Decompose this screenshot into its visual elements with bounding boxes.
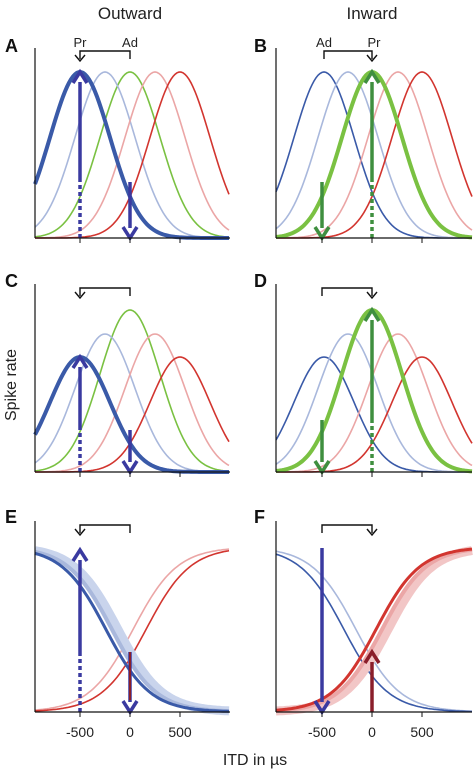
curve-pink-rising <box>275 547 473 713</box>
curve-pink-rising <box>34 548 230 711</box>
x-tick-left-neg500: -500 <box>66 724 94 740</box>
curve-light-blue <box>34 333 229 473</box>
curve-green <box>34 309 230 473</box>
axes-b <box>275 48 472 243</box>
curve-pink <box>275 71 473 239</box>
panel-letter-d: D <box>254 271 267 291</box>
bracket-arrowhead <box>366 54 378 63</box>
arrow-up-head <box>363 306 381 322</box>
bracket-line <box>79 50 131 59</box>
bracket-arrowhead <box>74 291 86 300</box>
panel-F: F <box>254 507 473 717</box>
x-tick-left-0: 0 <box>126 724 134 740</box>
curve-pink <box>34 333 230 473</box>
bracket-f <box>321 524 378 537</box>
panel-D: D <box>254 271 473 477</box>
curves-c <box>33 309 230 474</box>
curves-d <box>275 307 473 474</box>
curve-adapted-green <box>275 69 473 240</box>
curve-red-rising <box>275 547 473 712</box>
axes-e <box>34 521 230 717</box>
bracket-line <box>321 524 373 533</box>
y-axis-label: Spike rate <box>3 349 20 421</box>
bracket-e <box>74 524 131 537</box>
curve-red <box>276 71 473 239</box>
axes-f <box>275 521 472 717</box>
axes-a <box>34 48 230 243</box>
curve-dark-blue-falling <box>34 551 230 713</box>
arrows-c <box>71 353 139 476</box>
panel-letter-e: E <box>5 507 17 527</box>
curve-red <box>276 356 473 473</box>
curve-light-blue <box>275 333 472 473</box>
bracket-arrowhead <box>366 528 378 537</box>
x-tick-right-neg500: -500 <box>308 724 336 740</box>
bracket-d <box>321 287 378 300</box>
axes-c <box>34 284 230 477</box>
curve-adapted-dark-blue <box>33 355 229 474</box>
label-pr-b: Pr <box>368 35 382 50</box>
curve-dark-blue <box>275 356 472 473</box>
panel-A: A Pr Ad <box>5 35 230 243</box>
curve-pink <box>276 333 473 473</box>
arrow-down-head <box>121 700 139 716</box>
arrow-up-head <box>71 353 89 369</box>
arrow-down-ad-head <box>121 226 139 242</box>
curve-pink <box>35 71 230 239</box>
panel-C: C <box>5 271 230 477</box>
bracket-c <box>74 287 131 300</box>
panel-B: B Ad Pr <box>254 35 473 243</box>
curve-dark-blue-falling <box>275 553 472 713</box>
axes-d <box>275 284 472 477</box>
curves-a <box>33 70 230 240</box>
bracket-arrowhead <box>74 54 86 63</box>
curve-green <box>34 71 230 239</box>
bracket-arrowhead <box>74 528 86 537</box>
arrow-down-head <box>121 460 139 476</box>
arrow-up-red-head <box>363 648 381 664</box>
panel-letter-f: F <box>254 507 265 527</box>
arrows-d <box>313 306 381 476</box>
x-tick-left-500: 500 <box>168 724 192 740</box>
arrow-up-pr-head <box>71 68 89 84</box>
arrow-up-head <box>71 546 89 562</box>
column-title-outward: Outward <box>98 4 162 23</box>
arrows-a <box>71 68 139 242</box>
bracket-line <box>323 50 373 59</box>
bracket-b <box>323 50 378 63</box>
x-tick-right-0: 0 <box>368 724 376 740</box>
panel-letter-a: A <box>5 36 18 56</box>
label-pr-a: Pr <box>74 35 88 50</box>
panel-letter-c: C <box>5 271 18 291</box>
label-ad-b: Ad <box>316 35 332 50</box>
column-title-inward: Inward <box>346 4 397 23</box>
x-tick-right-500: 500 <box>410 724 434 740</box>
arrow-up-pr-head <box>363 68 381 84</box>
bracket-line <box>79 287 131 296</box>
curves-b <box>275 69 473 240</box>
curve-adapted-green <box>275 307 473 474</box>
arrows-b <box>313 68 381 242</box>
x-axis-label: ITD in µs <box>223 752 287 769</box>
panel-E: E <box>5 507 230 717</box>
curve-dark-blue <box>275 71 472 239</box>
bracket-arrowhead <box>366 291 378 300</box>
label-ad-a: Ad <box>122 35 138 50</box>
bracket-line <box>79 524 131 533</box>
curve-adapted-dark-blue <box>33 70 229 240</box>
curves-e <box>34 546 230 716</box>
bracket-a <box>74 50 131 63</box>
curves-f <box>275 546 473 716</box>
curve-light-blue <box>275 71 472 239</box>
bracket-line <box>321 287 373 296</box>
panel-letter-b: B <box>254 36 267 56</box>
